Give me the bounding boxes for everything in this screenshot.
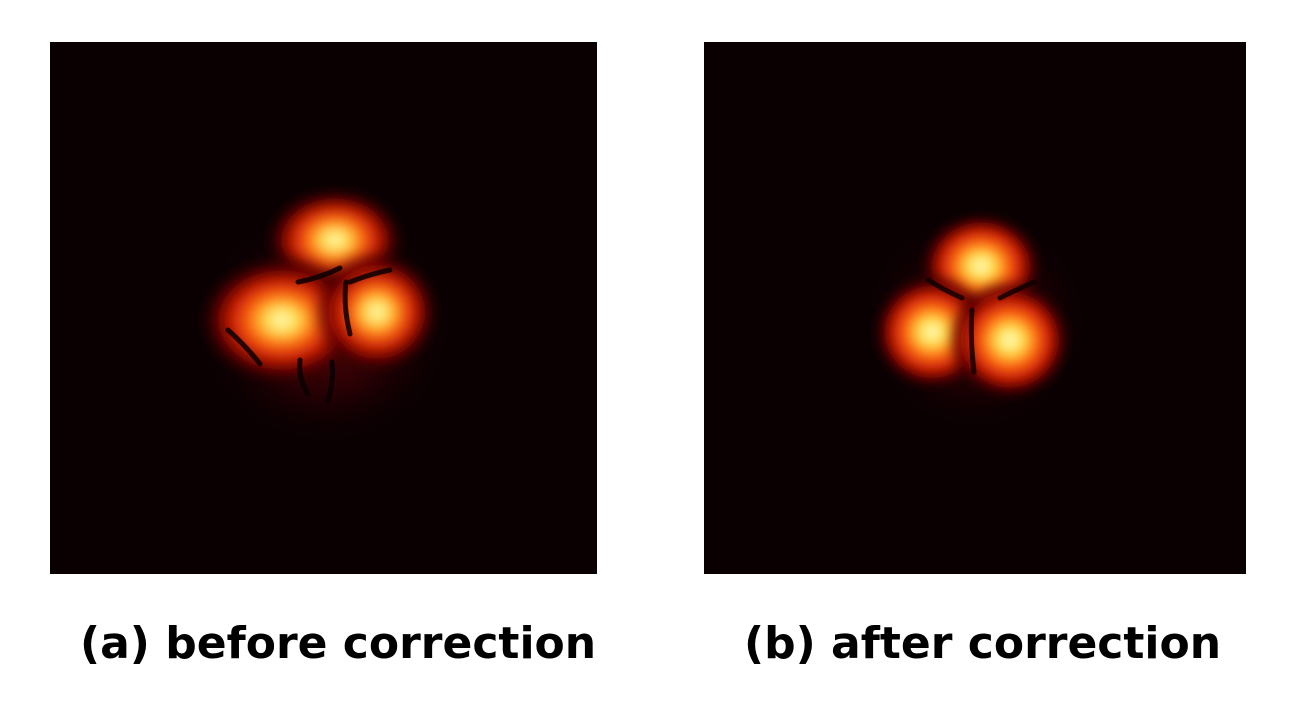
intensity-map-after	[704, 42, 1246, 574]
intensity-map-before	[50, 42, 597, 574]
lobe-right	[948, 280, 1072, 400]
beam-image-after	[704, 42, 1246, 574]
beam-image-before	[50, 42, 597, 574]
caption-before: (a) before correction	[80, 618, 597, 669]
dark-fringes	[925, 277, 1037, 375]
caption-after: (b) after correction	[744, 618, 1222, 669]
dark-fringes	[225, 265, 393, 403]
